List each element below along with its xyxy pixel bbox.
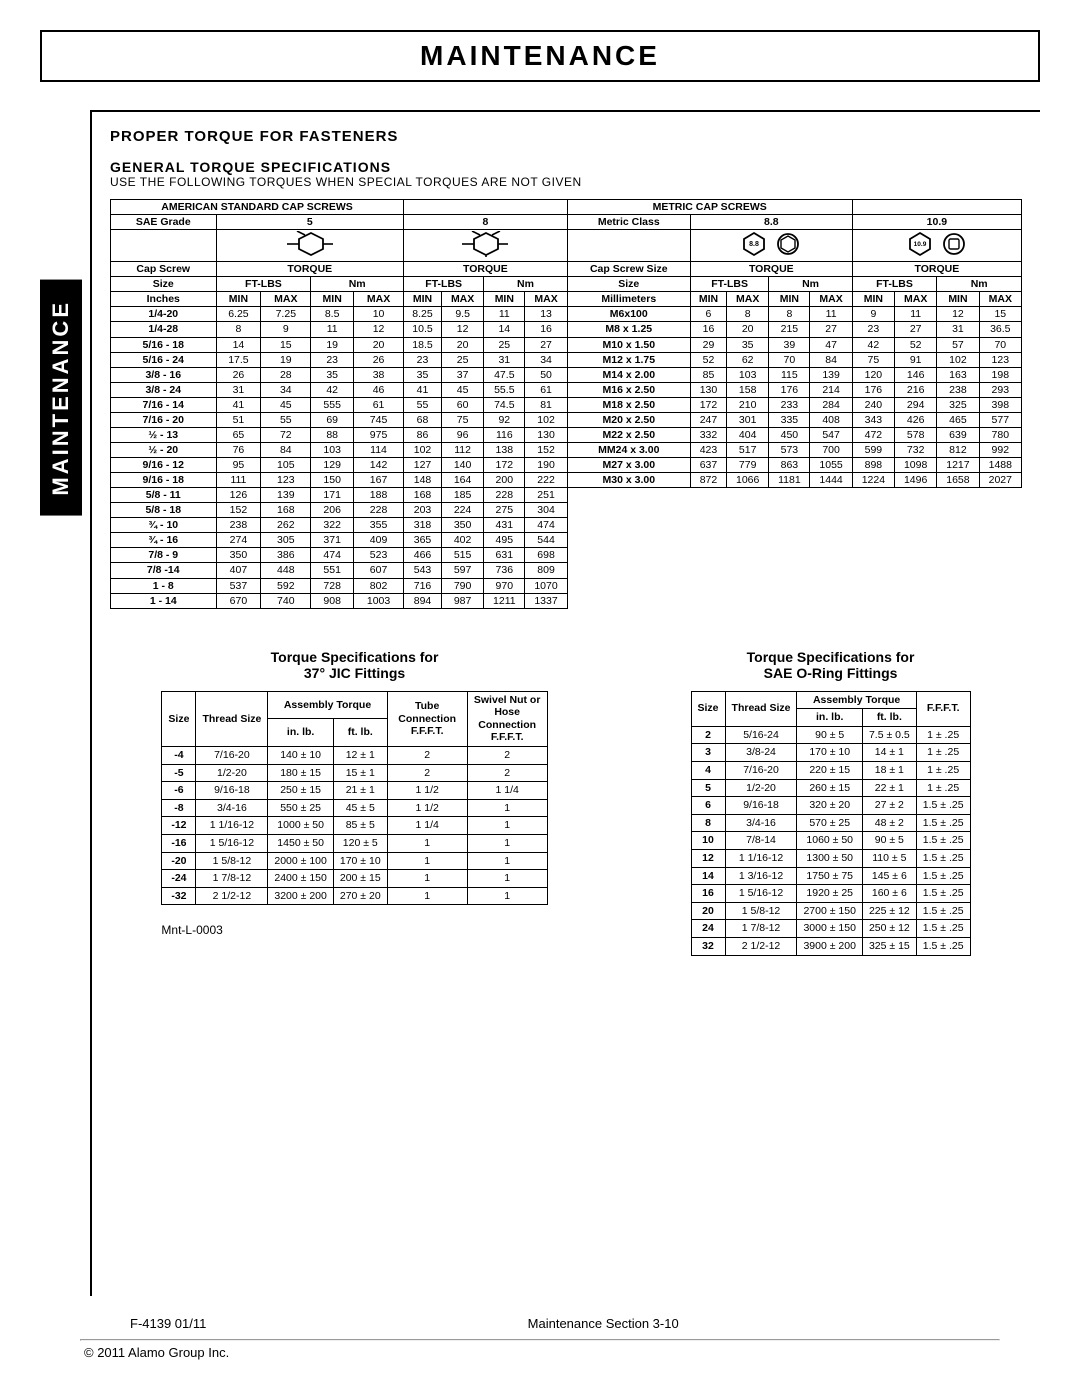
hex-icon-88: 8.8 xyxy=(736,231,806,257)
table-row: 47/16-20220 ± 1518 ± 11 ± .25 xyxy=(691,762,970,780)
table-row: -69/16-18250 ± 1521 ± 11 1/21 1/4 xyxy=(162,782,547,800)
table-row: ¾ - 16274305371409365402495544 xyxy=(111,533,1022,548)
table-row: 201 5/8-122700 ± 150225 ± 121.5 ± .25 xyxy=(691,902,970,920)
table-row: 121 1/16-121300 ± 50110 ± 51.5 ± .25 xyxy=(691,849,970,867)
table-row: 161 5/16-121920 ± 25160 ± 61.5 ± .25 xyxy=(691,885,970,903)
heading-proper-torque: PROPER TORQUE FOR FASTENERS xyxy=(110,128,1022,145)
oring-title2: SAE O-Ring Fittings xyxy=(764,665,898,681)
grade-5: 5 xyxy=(216,215,404,230)
table-row: 3/8 - 1626283538353747.550M14 x 2.008510… xyxy=(111,367,1022,382)
table-row: -322 1/2-123200 ± 200270 ± 2011 xyxy=(162,887,547,905)
jic-title1: Torque Specifications for xyxy=(271,649,439,665)
oring-title1: Torque Specifications for xyxy=(747,649,915,665)
svg-text:8.8: 8.8 xyxy=(749,241,759,248)
cap-screw-label: Cap Screw xyxy=(111,262,217,277)
table-row: 141 3/16-121750 ± 75145 ± 61.5 ± .25 xyxy=(691,867,970,885)
table-row: 5/8 - 11126139171188168185228251 xyxy=(111,488,1022,503)
class-88: 8.8 xyxy=(690,215,852,230)
table-row: 107/8-141060 ± 5090 ± 51.5 ± .25 xyxy=(691,832,970,850)
table-row: -201 5/8-122000 ± 100170 ± 1011 xyxy=(162,852,547,870)
side-tab: MAINTENANCE xyxy=(40,280,82,516)
table-row: ¾ - 10238262322355318350431474 xyxy=(111,518,1022,533)
table-row: 9/16 - 1295105129142127140172190M27 x 3.… xyxy=(111,458,1022,473)
torque-main-table: AMERICAN STANDARD CAP SCREWS METRIC CAP … xyxy=(110,199,1022,609)
table-row: 1/4-206.257.258.5108.259.51113M6x1006881… xyxy=(111,307,1022,322)
table-row: -161 5/16-121450 ± 50120 ± 511 xyxy=(162,834,547,852)
footer: F-4139 01/11 Maintenance Section 3-10 xyxy=(130,1316,1000,1331)
grade-8: 8 xyxy=(404,215,568,230)
table-row: 3/8 - 2431344246414555.561M16 x 2.501301… xyxy=(111,382,1022,397)
svg-text:10.9: 10.9 xyxy=(914,241,927,248)
table-row: ½ - 136572889758696116130M22 x 2.5033240… xyxy=(111,427,1022,442)
sub-instruction: USE THE FOLLOWING TORQUES WHEN SPECIAL T… xyxy=(110,175,1022,189)
table-row: 7/8 -14407448551607543597736809 xyxy=(111,563,1022,578)
content-frame: PROPER TORQUE FOR FASTENERS GENERAL TORQ… xyxy=(90,110,1040,1296)
table-row: ½ - 207684103114102112138152MM24 x 3.004… xyxy=(111,442,1022,457)
hex-icon-109: 10.9 xyxy=(902,231,972,257)
table-row: 25/16-2490 ± 57.5 ± 0.51 ± .25 xyxy=(691,726,970,744)
table-row: 1 - 85375927288027167909701070 xyxy=(111,578,1022,593)
table-row: 7/8 - 9350386474523466515631698 xyxy=(111,548,1022,563)
jic-table: Size Thread Size Assembly Torque Tube Co… xyxy=(161,691,547,906)
jic-section: Torque Specifications for 37° JIC Fittin… xyxy=(161,609,547,938)
table-row: 7/16 - 14414555561556074.581M18 x 2.5017… xyxy=(111,397,1022,412)
table-row: -47/16-20140 ± 1012 ± 122 xyxy=(162,747,547,765)
hex-icon-5 xyxy=(285,231,335,257)
table-row: 5/16 - 2417.519232623253134M12 x 1.75526… xyxy=(111,352,1022,367)
page-title: MAINTENANCE xyxy=(40,30,1040,82)
table-row: 5/16 - 181415192018.5202527M10 x 1.50293… xyxy=(111,337,1022,352)
table-row: 7/16 - 20515569745687592102M20 x 2.50247… xyxy=(111,412,1022,427)
table-row: -121 1/16-121000 ± 5085 ± 51 1/41 xyxy=(162,817,547,835)
table-row: 241 7/8-123000 ± 150250 ± 121.5 ± .25 xyxy=(691,920,970,938)
jic-title2: 37° JIC Fittings xyxy=(304,665,405,681)
table-row: 83/4-16570 ± 2548 ± 21.5 ± .25 xyxy=(691,814,970,832)
hdr-metric: METRIC CAP SCREWS xyxy=(567,200,852,215)
class-109: 10.9 xyxy=(852,215,1021,230)
footer-center: Maintenance Section 3-10 xyxy=(528,1316,679,1331)
hdr-american: AMERICAN STANDARD CAP SCREWS xyxy=(111,200,404,215)
table-row: -51/2-20180 ± 1515 ± 122 xyxy=(162,764,547,782)
heading-general: GENERAL TORQUE SPECIFICATIONS xyxy=(110,159,1022,175)
table-row: 69/16-18320 ± 2027 ± 21.5 ± .25 xyxy=(691,797,970,815)
table-row: 322 1/2-123900 ± 200325 ± 151.5 ± .25 xyxy=(691,937,970,955)
sae-grade-label: SAE Grade xyxy=(111,215,217,230)
table-row: 5/8 - 18152168206228203224275304 xyxy=(111,503,1022,518)
oring-section: Torque Specifications for SAE O-Ring Fit… xyxy=(691,609,971,956)
cap-screw-size-label: Cap Screw Size xyxy=(567,262,690,277)
table-row: 33/8-24170 ± 1014 ± 11 ± .25 xyxy=(691,744,970,762)
table-row: -241 7/8-122400 ± 150200 ± 1511 xyxy=(162,870,547,888)
table-row: 1/4-2889111210.5121416M8 x 1.25162021527… xyxy=(111,322,1022,337)
doc-id: Mnt-L-0003 xyxy=(161,923,547,937)
copyright: © 2011 Alamo Group Inc. xyxy=(84,1345,1040,1360)
oring-table: Size Thread Size Assembly Torque F.F.F.T… xyxy=(691,691,971,956)
footer-left: F-4139 01/11 xyxy=(130,1316,206,1331)
table-row: 51/2-20260 ± 1522 ± 11 ± .25 xyxy=(691,779,970,797)
hex-icon-8 xyxy=(460,231,510,257)
table-row: 9/16 - 18111123150167148164200222M30 x 3… xyxy=(111,473,1022,488)
table-row: 1 - 14670740908100389498712111337 xyxy=(111,593,1022,608)
metric-class-label: Metric Class xyxy=(567,215,690,230)
table-row: -83/4-16550 ± 2545 ± 51 1/21 xyxy=(162,799,547,817)
